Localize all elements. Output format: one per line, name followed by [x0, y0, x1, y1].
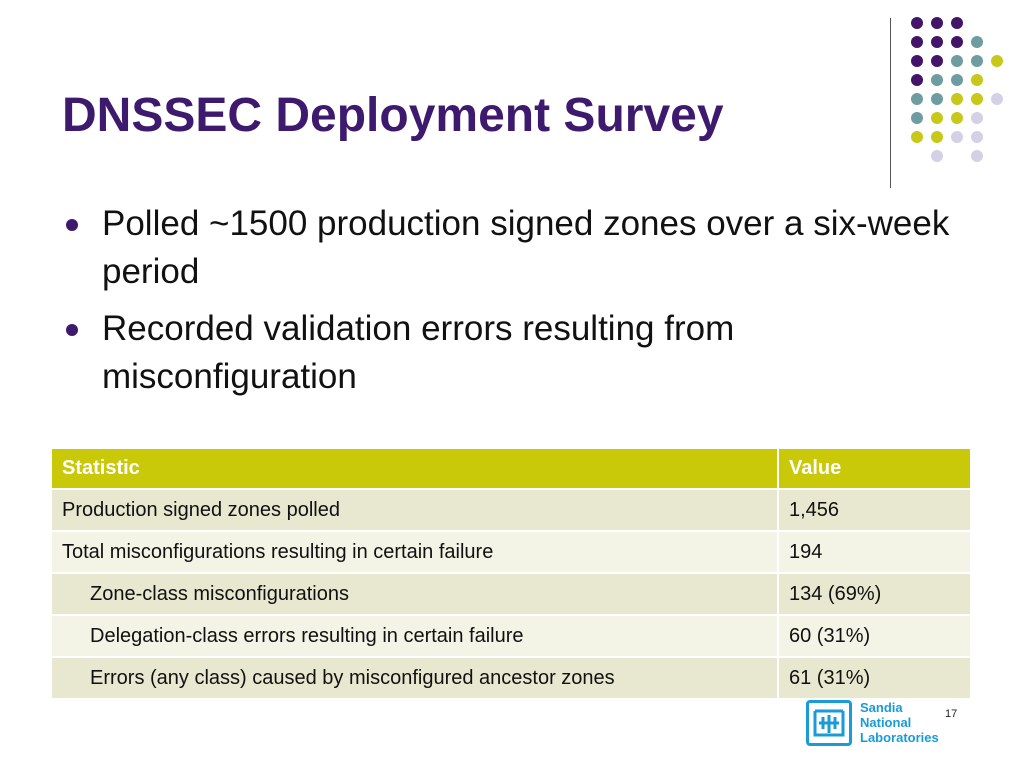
- dot: [971, 93, 983, 105]
- dot: [931, 93, 943, 105]
- statistic-cell: Errors (any class) caused by misconfigur…: [52, 656, 779, 698]
- value-cell: 61 (31%): [778, 656, 972, 698]
- slide-title: DNSSEC Deployment Survey: [62, 89, 724, 142]
- dot: [911, 17, 923, 29]
- table-row: Production signed zones polled 1,456: [52, 488, 972, 531]
- bullet-list: Polled ~1500 production signed zones ove…: [60, 200, 980, 410]
- dot: [971, 131, 983, 143]
- dot: [951, 93, 963, 105]
- dot: [951, 131, 963, 143]
- page-number: 17: [945, 708, 958, 720]
- value-cell: 134 (69%): [778, 572, 972, 615]
- table-row: Zone-class misconfigurations 134 (69%): [52, 572, 972, 615]
- dot: [931, 36, 943, 48]
- dot: [951, 112, 963, 124]
- bullet-text: Polled ~1500 production signed zones ove…: [102, 204, 950, 291]
- dot: [971, 55, 983, 67]
- sandia-logo: Sandia National Laboratories: [806, 700, 976, 752]
- dot: [951, 36, 963, 48]
- dot: [951, 17, 963, 29]
- dot: [911, 112, 923, 124]
- statistic-cell: Production signed zones polled: [52, 488, 779, 531]
- dot: [911, 131, 923, 143]
- logo-text: Sandia National Laboratories: [860, 700, 939, 745]
- logo-line: Laboratories: [860, 730, 939, 745]
- statistic-cell: Total misconfigurations resulting in cer…: [52, 530, 779, 573]
- value-cell: 60 (31%): [778, 614, 972, 657]
- dot: [931, 150, 943, 162]
- dot: [991, 93, 1003, 105]
- bullet-dot-icon: [66, 219, 78, 231]
- dot: [911, 74, 923, 86]
- dot: [931, 17, 943, 29]
- statistic-cell: Delegation-class errors resulting in cer…: [52, 614, 779, 657]
- table-header-row: Statistic Value: [52, 449, 972, 489]
- dot: [911, 55, 923, 67]
- dot: [911, 36, 923, 48]
- sandia-thunderbird-icon: [806, 700, 852, 746]
- decorative-dot-grid: [902, 13, 1022, 173]
- bullet-dot-icon: [66, 324, 78, 336]
- dot: [971, 112, 983, 124]
- dot: [931, 55, 943, 67]
- bullet-item: Recorded validation errors resulting fro…: [60, 305, 980, 401]
- dot: [951, 74, 963, 86]
- dot: [951, 55, 963, 67]
- dot: [971, 36, 983, 48]
- logo-line: National: [860, 715, 912, 730]
- table-row: Errors (any class) caused by misconfigur…: [52, 656, 972, 698]
- value-cell: 194: [778, 530, 972, 573]
- column-header-value: Value: [778, 449, 972, 489]
- dot: [911, 93, 923, 105]
- statistic-cell: Zone-class misconfigurations: [52, 572, 779, 615]
- table-row: Delegation-class errors resulting in cer…: [52, 614, 972, 657]
- column-header-statistic: Statistic: [52, 449, 779, 489]
- logo-line: Sandia: [860, 700, 903, 715]
- dot: [931, 131, 943, 143]
- statistics-table: Statistic Value Production signed zones …: [52, 449, 972, 698]
- bullet-item: Polled ~1500 production signed zones ove…: [60, 200, 980, 296]
- table-row: Total misconfigurations resulting in cer…: [52, 530, 972, 573]
- dot: [971, 150, 983, 162]
- title-divider: [890, 18, 891, 188]
- dot: [931, 112, 943, 124]
- dot: [991, 55, 1003, 67]
- bullet-text: Recorded validation errors resulting fro…: [102, 309, 735, 396]
- value-cell: 1,456: [778, 488, 972, 531]
- dot: [931, 74, 943, 86]
- dot: [971, 74, 983, 86]
